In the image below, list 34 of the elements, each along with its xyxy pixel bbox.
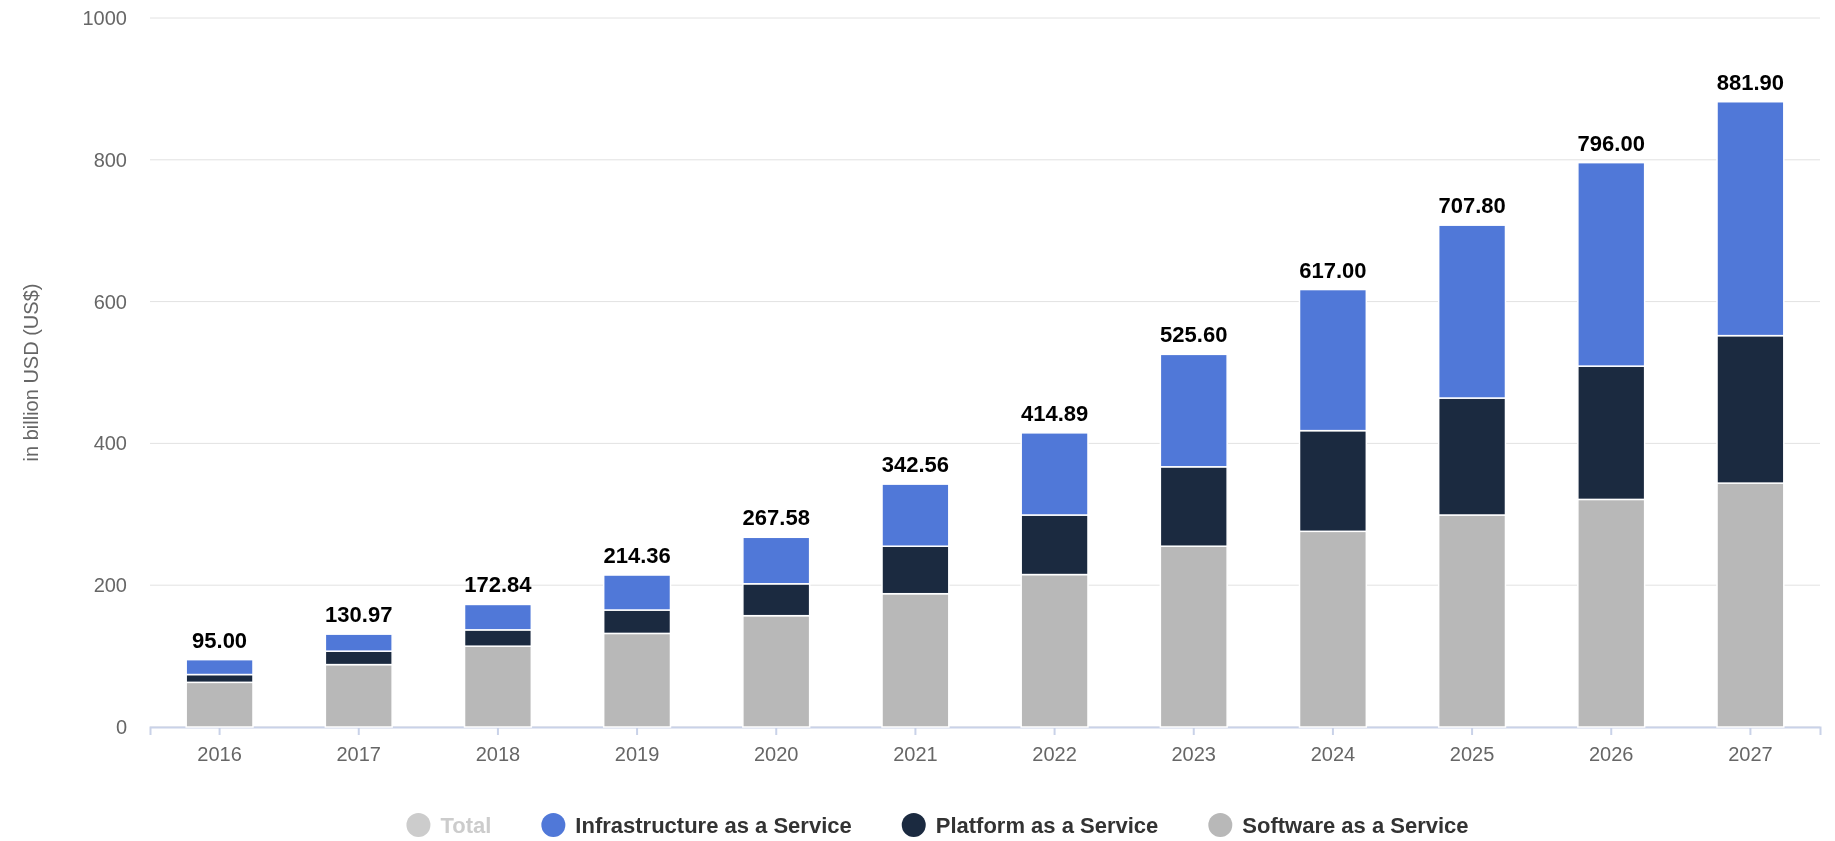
y-tick-label: 600 bbox=[93, 290, 127, 313]
legend-label: Platform as a Service bbox=[935, 813, 1159, 838]
x-tick-label: 2025 bbox=[1449, 743, 1495, 766]
total-label: 796.00 bbox=[1577, 130, 1645, 156]
x-tick-label: 2026 bbox=[1589, 743, 1634, 766]
x-tick-label: 2022 bbox=[1032, 743, 1077, 766]
total-label: 525.60 bbox=[1160, 322, 1228, 348]
x-tick-label: 2018 bbox=[475, 743, 521, 766]
legend-label: Software as a Service bbox=[1242, 813, 1469, 838]
total-label: 881.90 bbox=[1716, 69, 1785, 95]
total-label: 707.80 bbox=[1438, 193, 1506, 219]
total-label: 130.97 bbox=[325, 602, 393, 628]
legend-label: Infrastructure as a Service bbox=[575, 813, 852, 838]
x-tick-label: 2023 bbox=[1171, 743, 1216, 766]
total-label: 342.56 bbox=[881, 452, 950, 478]
total-label: 267.58 bbox=[742, 505, 810, 531]
x-tick-label: 2024 bbox=[1310, 743, 1356, 766]
y-tick-label: 0 bbox=[115, 715, 127, 738]
y-axis-title: in billion USD (US$) bbox=[20, 283, 42, 462]
x-tick-label: 2027 bbox=[1728, 743, 1773, 766]
total-label: 414.89 bbox=[1020, 400, 1089, 426]
y-tick-label: 1000 bbox=[82, 6, 127, 29]
total-label: 214.36 bbox=[603, 543, 671, 569]
y-tick-label: 400 bbox=[93, 432, 127, 455]
total-label: 95.00 bbox=[192, 627, 248, 653]
total-label: 172.84 bbox=[464, 572, 533, 598]
x-tick-label: 2020 bbox=[754, 743, 799, 766]
y-tick-label: 800 bbox=[93, 148, 127, 171]
x-tick-label: 2017 bbox=[336, 743, 381, 766]
y-tick-label: 200 bbox=[93, 574, 127, 597]
x-tick-label: 2019 bbox=[614, 743, 660, 766]
x-tick-label: 2021 bbox=[893, 743, 938, 766]
total-label: 617.00 bbox=[1299, 257, 1367, 283]
x-tick-label: 2016 bbox=[197, 743, 242, 766]
